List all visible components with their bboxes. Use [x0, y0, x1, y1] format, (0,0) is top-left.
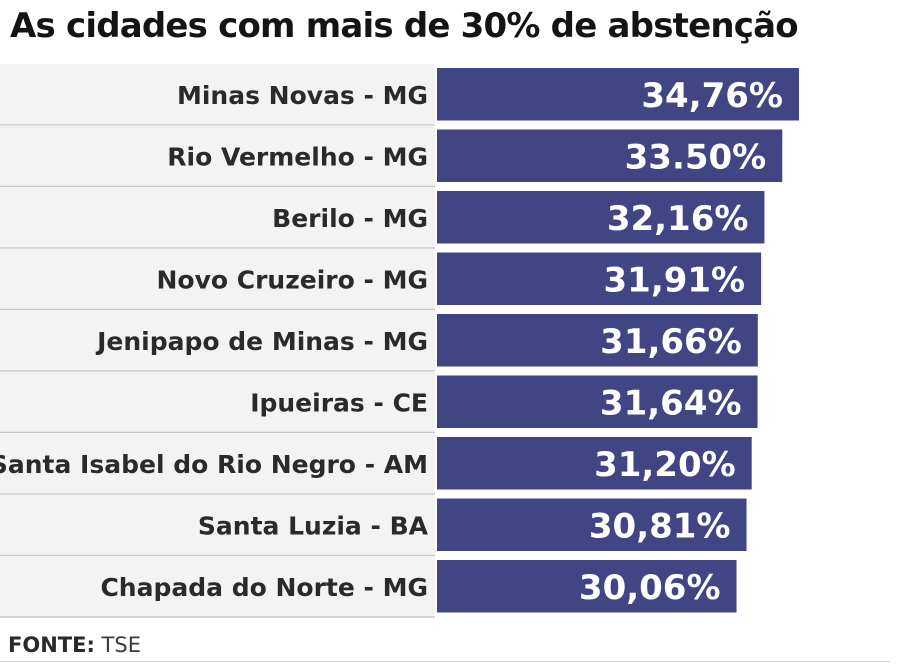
- value-label: 30,81%: [589, 506, 731, 546]
- row-background: [0, 125, 435, 186]
- chart-title: As cidades com mais de 30% de abstenção: [10, 6, 799, 46]
- category-label: Jenipapo de Minas - MG: [95, 327, 428, 356]
- value-label: 34,76%: [641, 76, 783, 116]
- bars: [437, 68, 800, 613]
- row-background: [0, 64, 435, 125]
- source-label: FONTE:: [8, 633, 95, 657]
- category-label: Novo Cruzeiro - MG: [156, 265, 428, 294]
- category-label: Santa Luzia - BA: [198, 511, 429, 540]
- row-background: [0, 556, 435, 617]
- row-background: [0, 187, 435, 248]
- bar: [437, 191, 765, 244]
- bar: [437, 129, 783, 182]
- category-label: Minas Novas - MG: [177, 81, 428, 110]
- value-label: 33.50%: [625, 137, 767, 177]
- bar: [437, 437, 752, 490]
- bar: [437, 314, 758, 367]
- value-label: 30,06%: [579, 568, 721, 608]
- value-label: 31,91%: [604, 260, 746, 300]
- bar: [437, 560, 737, 613]
- category-label: Ipueiras - CE: [250, 388, 428, 417]
- row-background: [0, 433, 435, 494]
- bar: [437, 375, 758, 428]
- bar: [437, 252, 762, 305]
- source-divider: [0, 661, 890, 662]
- row-background: [0, 310, 435, 371]
- value-label: 31,20%: [594, 445, 736, 485]
- row-background: [0, 248, 435, 309]
- row-backgrounds: [0, 64, 435, 618]
- bar: [437, 498, 747, 551]
- category-label: Rio Vermelho - MG: [167, 142, 428, 171]
- category-label: Berilo - MG: [272, 204, 428, 233]
- labels: Minas Novas - MG 34,76% Rio Vermelho - MG 3…: [0, 76, 783, 608]
- bar: [437, 68, 800, 121]
- source-note: FONTE: TSE: [8, 633, 141, 657]
- category-label: Santa Isabel do Rio Negro - AM: [0, 450, 428, 479]
- source-value: TSE: [101, 633, 141, 657]
- row-background: [0, 371, 435, 432]
- row-background: [0, 494, 435, 555]
- value-label: 32,16%: [607, 199, 749, 239]
- value-label: 31,64%: [600, 383, 742, 423]
- category-label: Chapada do Norte - MG: [100, 573, 428, 602]
- value-label: 31,66%: [600, 322, 742, 362]
